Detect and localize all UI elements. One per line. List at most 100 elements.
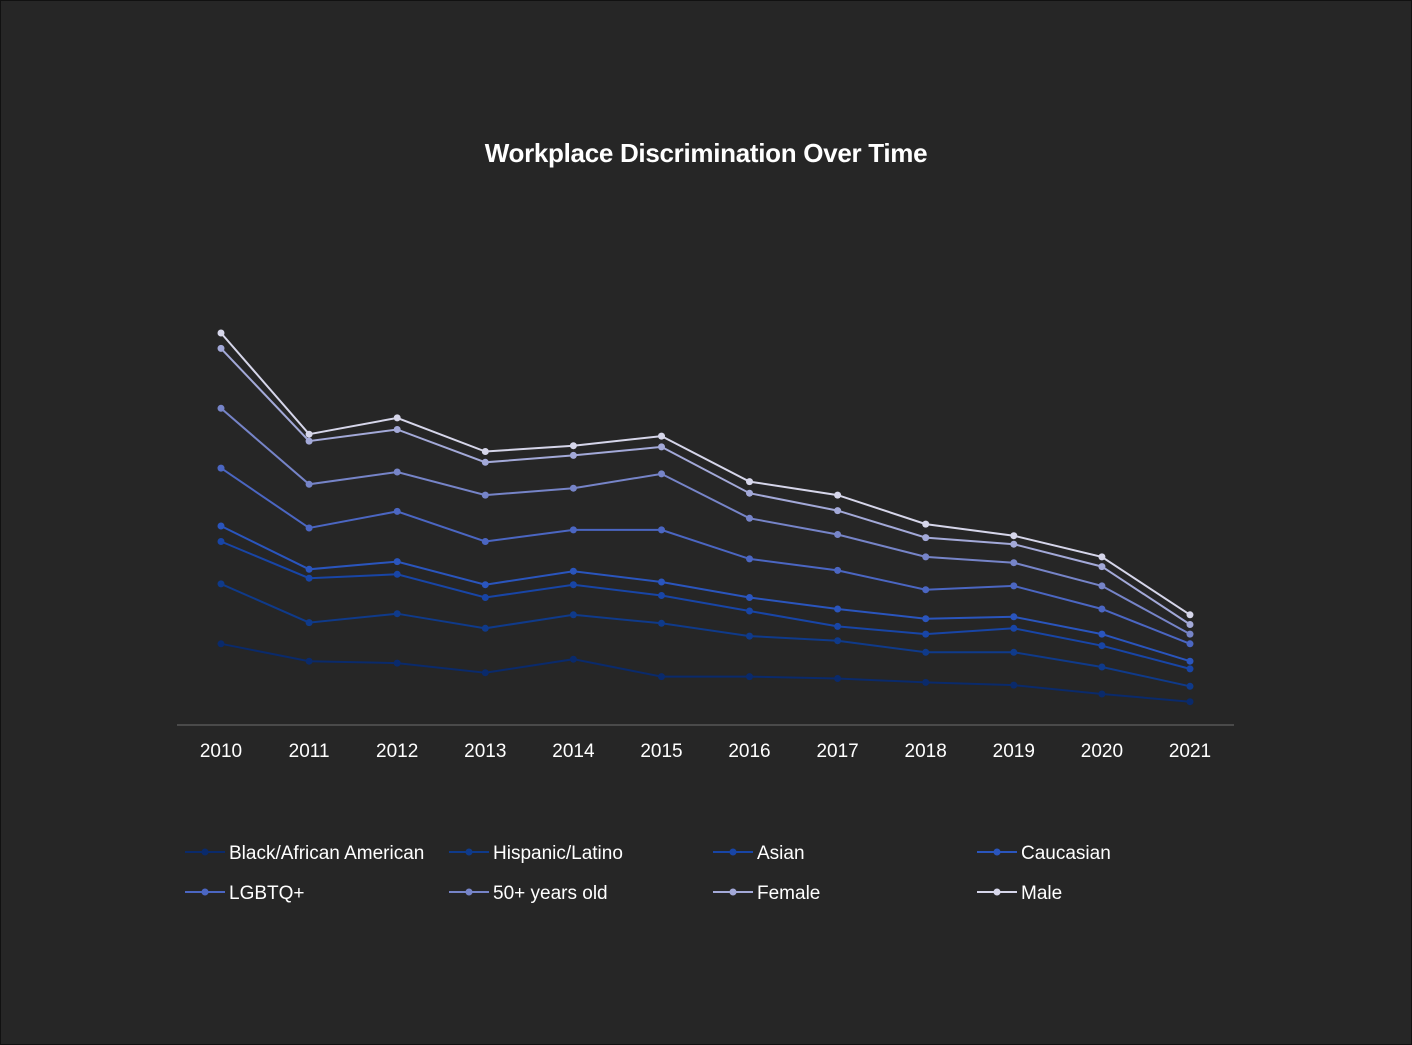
data-point bbox=[922, 534, 930, 542]
data-point bbox=[393, 558, 401, 566]
data-point bbox=[569, 526, 577, 534]
chart-title: Workplace Discrimination Over Time bbox=[484, 138, 928, 168]
data-point bbox=[481, 538, 489, 545]
series-line bbox=[220, 467, 1191, 645]
data-point bbox=[1098, 553, 1106, 561]
data-point bbox=[658, 619, 665, 627]
legend-label: 50+ years old bbox=[493, 883, 608, 904]
data-point bbox=[393, 610, 401, 618]
legend-swatch-marker bbox=[465, 848, 473, 856]
legend-item: 50+ years old bbox=[449, 883, 608, 904]
data-point bbox=[922, 678, 930, 686]
x-tick-label: 2015 bbox=[640, 741, 682, 762]
data-point bbox=[569, 567, 577, 575]
data-point bbox=[217, 344, 225, 352]
data-point bbox=[569, 484, 577, 492]
legend-label: Asian bbox=[757, 843, 805, 864]
data-point bbox=[217, 329, 225, 337]
legend: Black/African American Hispanic/Latino Asi… bbox=[185, 843, 1111, 904]
data-point bbox=[305, 524, 313, 532]
series-line bbox=[220, 540, 1191, 670]
legend-swatch-marker bbox=[729, 848, 737, 856]
legend-label: Female bbox=[757, 883, 820, 904]
data-point bbox=[481, 458, 489, 466]
data-point bbox=[1010, 559, 1018, 567]
legend-label: LGBTQ+ bbox=[229, 883, 305, 904]
data-point bbox=[217, 640, 225, 648]
data-point bbox=[1098, 630, 1106, 638]
data-point bbox=[834, 531, 842, 538]
data-point bbox=[834, 605, 842, 613]
series-line bbox=[220, 407, 1191, 635]
data-point bbox=[834, 491, 842, 499]
x-tick-label: 2013 bbox=[464, 741, 506, 762]
legend-label: Hispanic/Latino bbox=[493, 843, 623, 864]
legend-swatch-marker bbox=[201, 888, 209, 896]
data-point bbox=[217, 538, 225, 545]
data-point bbox=[746, 673, 753, 681]
x-tick-label: 2019 bbox=[993, 741, 1035, 762]
data-point bbox=[1010, 532, 1018, 540]
data-point bbox=[393, 468, 401, 476]
legend-label: Male bbox=[1021, 883, 1062, 904]
legend-swatch-marker bbox=[465, 888, 473, 896]
x-tick-label: 2021 bbox=[1169, 741, 1211, 762]
data-point bbox=[305, 574, 313, 582]
legend-swatch-marker bbox=[729, 888, 737, 896]
data-point bbox=[1098, 663, 1106, 671]
data-point bbox=[305, 480, 313, 488]
data-point bbox=[481, 448, 489, 455]
data-point bbox=[217, 404, 225, 412]
data-point bbox=[305, 430, 313, 438]
data-point bbox=[393, 507, 401, 515]
legend-item: Male bbox=[977, 883, 1062, 904]
data-point bbox=[305, 565, 313, 573]
legend-item: Hispanic/Latino bbox=[449, 843, 623, 864]
x-tick-labels: 2010 2011 2012 2013 2014 2015 2016 2017 2018 2019… bbox=[200, 741, 1211, 762]
data-point bbox=[569, 442, 577, 450]
legend-swatch-marker bbox=[201, 848, 209, 856]
data-point bbox=[569, 655, 577, 663]
legend-item: Asian bbox=[713, 843, 805, 864]
data-point bbox=[746, 594, 753, 601]
data-point bbox=[746, 514, 753, 522]
x-tick-label: 2011 bbox=[289, 741, 330, 762]
data-point bbox=[1098, 605, 1106, 613]
data-point bbox=[569, 451, 577, 459]
data-point bbox=[1186, 682, 1194, 690]
data-point bbox=[481, 491, 489, 499]
series-male bbox=[217, 329, 1194, 619]
data-point bbox=[217, 464, 225, 472]
data-point bbox=[1098, 642, 1106, 650]
data-point bbox=[305, 619, 313, 627]
data-point bbox=[658, 578, 665, 586]
data-point bbox=[922, 553, 930, 561]
legend-item: Caucasian bbox=[977, 843, 1111, 864]
series-asian bbox=[217, 538, 1194, 673]
data-point bbox=[658, 526, 665, 534]
data-point bbox=[1186, 640, 1194, 648]
data-point bbox=[1010, 648, 1018, 656]
data-point bbox=[746, 607, 753, 615]
data-point bbox=[1098, 582, 1106, 590]
data-point bbox=[834, 637, 842, 645]
series-hispanic-latino bbox=[217, 580, 1194, 690]
data-point bbox=[658, 470, 665, 478]
data-point bbox=[746, 478, 753, 486]
series-line bbox=[220, 582, 1191, 688]
x-tick-label: 2017 bbox=[816, 741, 858, 762]
legend-swatch-marker bbox=[993, 888, 1001, 896]
data-point bbox=[217, 522, 225, 530]
series-lgbtq- bbox=[217, 464, 1194, 648]
data-point bbox=[305, 437, 313, 445]
data-point bbox=[922, 630, 930, 638]
data-point bbox=[834, 675, 842, 682]
x-tick-label: 2020 bbox=[1081, 741, 1123, 762]
data-point bbox=[922, 648, 930, 656]
x-tick-label: 2012 bbox=[376, 741, 418, 762]
data-point bbox=[834, 622, 842, 630]
x-tick-label: 2014 bbox=[552, 741, 595, 762]
data-point bbox=[922, 586, 930, 594]
series-caucasian bbox=[217, 522, 1194, 665]
